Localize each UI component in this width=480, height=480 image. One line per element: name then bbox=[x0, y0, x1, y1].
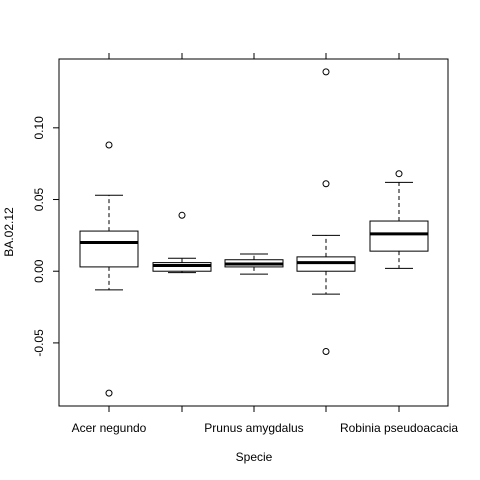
x-tick-label: Prunus amygdalus bbox=[204, 421, 303, 435]
y-tick-label: 0.00 bbox=[32, 259, 46, 283]
box-group bbox=[225, 254, 283, 274]
box-group bbox=[297, 69, 355, 355]
box-group bbox=[370, 171, 428, 269]
x-tick-label: Robinia pseudoacacia bbox=[340, 421, 458, 435]
outlier-point bbox=[323, 69, 329, 75]
box-series bbox=[80, 69, 428, 396]
outlier-point bbox=[396, 171, 402, 177]
x-tick-label: Acer negundo bbox=[72, 421, 147, 435]
outlier-point bbox=[106, 142, 112, 148]
box-group bbox=[80, 142, 138, 396]
x-axis-label: Specie bbox=[236, 450, 273, 464]
y-axis: -0.05 0.00 0.05 0.10 bbox=[32, 116, 59, 357]
box-iqr bbox=[370, 221, 428, 251]
outlier-point bbox=[323, 349, 329, 355]
y-tick-label: 0.10 bbox=[32, 116, 46, 140]
y-tick-label: -0.05 bbox=[32, 329, 46, 357]
outlier-point bbox=[179, 212, 185, 218]
box-group bbox=[153, 212, 211, 272]
y-axis-label: BA.02.12 bbox=[2, 207, 16, 257]
outlier-point bbox=[106, 390, 112, 396]
outlier-point bbox=[323, 181, 329, 187]
y-tick-label: 0.05 bbox=[32, 188, 46, 212]
box-iqr bbox=[80, 231, 138, 267]
